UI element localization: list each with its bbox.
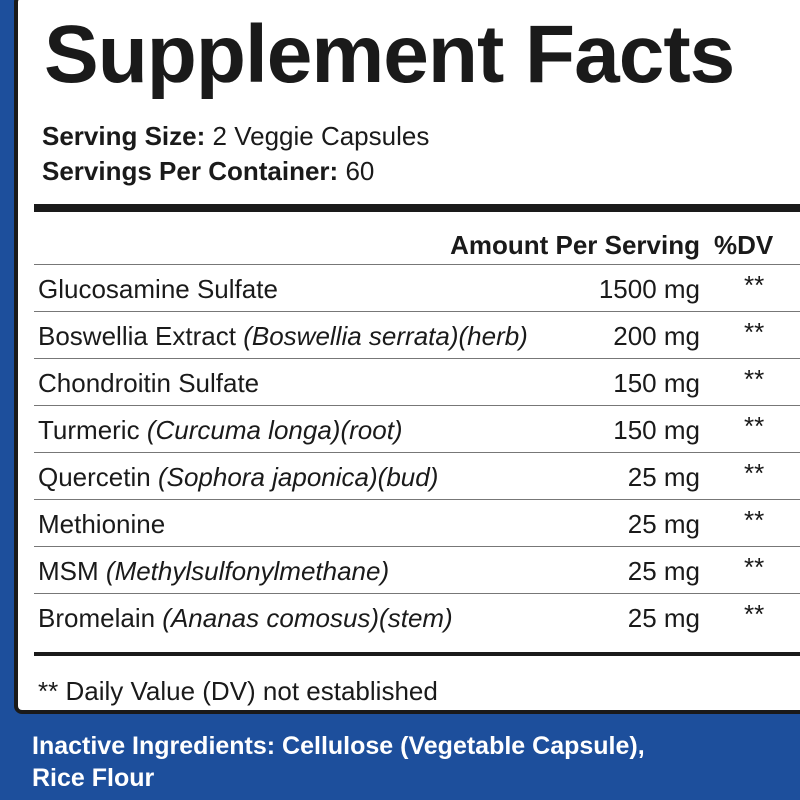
- row-rule: [34, 593, 800, 594]
- servings-label: Servings Per Container:: [42, 156, 339, 186]
- daily-value: **: [744, 364, 765, 394]
- serving-size-label: Serving Size:: [42, 121, 206, 151]
- row-rule: [34, 499, 800, 500]
- ingredient: Boswellia Extract (Boswellia serrata)(he…: [38, 323, 528, 349]
- row-rule: [34, 264, 800, 265]
- ingredient-name: Quercetin: [38, 462, 151, 492]
- ingredient-name: Boswellia Extract: [38, 321, 236, 351]
- ingredient: Chondroitin Sulfate: [38, 370, 259, 396]
- ingredient: Quercetin (Sophora japonica)(bud): [38, 464, 438, 490]
- amount: 200 mg: [613, 321, 700, 351]
- inactive-ingredients: Inactive Ingredients: Cellulose (Vegetab…: [32, 732, 645, 760]
- ingredient-name: Turmeric: [38, 415, 140, 445]
- ingredient: Bromelain (Ananas comosus)(stem): [38, 605, 453, 631]
- facts-panel: Supplement Facts Serving Size: 2 Veggie …: [14, 0, 800, 714]
- row-rule: [34, 452, 800, 453]
- daily-value: **: [744, 599, 765, 629]
- daily-value: **: [744, 552, 765, 582]
- thick-rule: [34, 652, 800, 656]
- ingredient: MSM (Methylsulfonylmethane): [38, 558, 389, 584]
- ingredient-detail: (Ananas comosus)(stem): [162, 603, 453, 633]
- daily-value: **: [744, 458, 765, 488]
- servings-per-container: Servings Per Container: 60: [42, 158, 374, 184]
- serving-size: Serving Size: 2 Veggie Capsules: [42, 123, 429, 149]
- servings-value: 60: [345, 156, 375, 186]
- ingredient-name: Chondroitin Sulfate: [38, 368, 260, 398]
- title: Supplement Facts: [44, 9, 735, 100]
- column-header: Amount Per Serving: [450, 230, 700, 260]
- amount: 25 mg: [627, 462, 700, 492]
- amount: 150 mg: [613, 415, 700, 445]
- ingredient-detail: (Sophora japonica)(bud): [157, 462, 439, 492]
- thick-rule: [34, 204, 800, 212]
- row-rule: [34, 405, 800, 406]
- serving-size-value: 2 Veggie Capsules: [212, 121, 430, 151]
- daily-value: **: [744, 317, 765, 347]
- daily-value: **: [744, 505, 765, 535]
- ingredient-name: Glucosamine Sulfate: [38, 274, 278, 304]
- ingredient-detail: (Curcuma longa)(root): [146, 415, 403, 445]
- amount: 1500 mg: [598, 274, 700, 304]
- inactive-ingredients: Rice Flour: [32, 764, 155, 792]
- row-rule: [34, 358, 800, 359]
- ingredient: Methionine: [38, 511, 165, 537]
- amount: 25 mg: [627, 509, 700, 539]
- row-rule: [34, 311, 800, 312]
- amount: 150 mg: [613, 368, 700, 398]
- ingredient-name: MSM: [38, 556, 99, 586]
- ingredient-detail: (Boswellia serrata)(herb): [243, 321, 528, 351]
- amount: 25 mg: [627, 556, 700, 586]
- ingredient-name: Bromelain: [38, 603, 156, 633]
- column-header: %DV: [714, 230, 774, 260]
- amount: 25 mg: [627, 603, 700, 633]
- ingredient: Turmeric (Curcuma longa)(root): [38, 417, 403, 443]
- ingredient-detail: (Methylsulfonylmethane): [105, 556, 390, 586]
- row-rule: [34, 546, 800, 547]
- ingredient: Glucosamine Sulfate: [38, 276, 278, 302]
- daily-value: **: [744, 270, 765, 300]
- daily-value: **: [744, 411, 765, 441]
- footnote: ** Daily Value (DV) not established: [38, 676, 438, 706]
- ingredient-name: Methionine: [38, 509, 166, 539]
